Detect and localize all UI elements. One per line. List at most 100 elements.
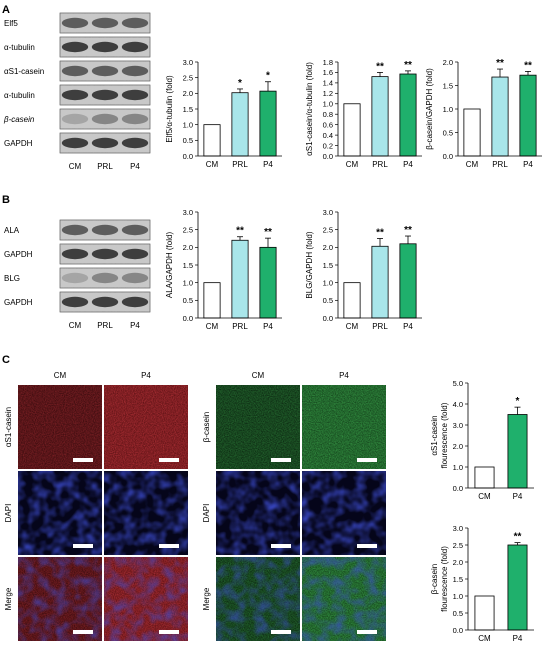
significance-marker: **	[496, 58, 504, 69]
blot-band	[91, 113, 119, 125]
y-tick-label: 0.5	[183, 136, 193, 145]
x-tick-label: PRL	[372, 160, 388, 169]
bar-cm	[343, 103, 361, 157]
y-tick-label: 2.0	[183, 243, 193, 252]
bar-p4	[399, 243, 417, 319]
chart-bcas: 0.0 0.5 1.0 1.5 2.0 CM ** PRL ** P4 β-casein/GAPDH…	[425, 58, 542, 169]
blot-strip	[59, 60, 151, 82]
x-tick-label: CM	[466, 160, 479, 169]
bar-prl	[491, 76, 509, 157]
blot-band	[121, 296, 149, 308]
bar-prl	[231, 239, 249, 319]
y-tick-label: 1.6	[323, 68, 333, 77]
blot-band	[61, 65, 89, 77]
micro-col-label: P4	[339, 371, 349, 380]
y-tick-label: 1.0	[323, 100, 333, 109]
bar-prl	[371, 76, 389, 157]
blot-band	[121, 137, 149, 149]
y-tick-label: 0.0	[443, 152, 453, 161]
bar-p4	[399, 73, 417, 157]
blot-band	[61, 89, 89, 101]
y-tick-label: 0.5	[453, 609, 463, 618]
y-tick-label: 0.0	[183, 152, 193, 161]
scale-bar	[357, 544, 377, 548]
blot-strip	[59, 132, 151, 154]
x-tick-label: P4	[263, 160, 273, 169]
bar-cm	[474, 595, 495, 631]
y-tick-label: 0.4	[323, 131, 333, 140]
scale-bar	[73, 458, 93, 462]
panel-letter-b: B	[2, 194, 10, 206]
micro-image	[104, 385, 188, 469]
blot-label: β-casein	[3, 115, 35, 124]
blot-band	[91, 65, 119, 77]
scale-bar	[73, 630, 93, 634]
scale-bar	[73, 544, 93, 548]
blot-label: GAPDH	[4, 298, 33, 307]
blot-lane-label: P4	[130, 162, 140, 171]
blot-band	[121, 113, 149, 125]
y-tick-label: 0.0	[453, 626, 463, 635]
blot-strip	[59, 291, 151, 313]
blot-label: α-tubulin	[4, 91, 35, 100]
chart-ala: 0.0 0.5 1.0 1.5 2.0 2.5 3.0 CM ** PRL ** P4 ALA/GAPD…	[165, 208, 282, 331]
y-tick-label: 1.0	[183, 120, 193, 129]
x-tick-label: P4	[513, 634, 523, 643]
micro-image	[18, 471, 102, 555]
micro-row-label: DAPI	[4, 504, 13, 523]
blot-label: αS1-casein	[4, 67, 44, 76]
blot-band	[61, 41, 89, 53]
scale-bar	[357, 630, 377, 634]
bar-p4	[259, 90, 277, 157]
x-tick-label: P4	[523, 160, 533, 169]
blot-lane-label: P4	[130, 321, 140, 330]
x-tick-label: PRL	[232, 322, 248, 331]
x-tick-label: P4	[403, 160, 413, 169]
micro-row-label: β-casein	[202, 412, 211, 442]
x-tick-label: CM	[478, 634, 491, 643]
blot-band	[121, 41, 149, 53]
micro-col-label: CM	[54, 371, 67, 380]
blot-band	[61, 296, 89, 308]
blot-strip	[59, 36, 151, 58]
bar-p4	[259, 246, 277, 319]
y-tick-label: 0.2	[323, 141, 333, 150]
y-tick-label: 0.5	[323, 296, 333, 305]
y-tick-label: 1.5	[323, 261, 333, 270]
blot-band	[61, 17, 89, 29]
blot-strip	[59, 267, 151, 289]
micro-row-label: αS1-casein	[4, 407, 13, 447]
blot-label: GAPDH	[4, 139, 33, 148]
y-tick-label: 2.5	[183, 225, 193, 234]
x-tick-label: PRL	[232, 160, 248, 169]
y-tick-label: 0.6	[323, 120, 333, 129]
y-tick-label: 0.0	[453, 484, 463, 493]
bar-p4	[507, 544, 528, 631]
x-tick-label: PRL	[372, 322, 388, 331]
micro-image	[216, 557, 300, 641]
blot-band	[91, 137, 119, 149]
scale-bar	[357, 458, 377, 462]
y-tick-label: 1.5	[183, 261, 193, 270]
blot-strip	[59, 84, 151, 106]
blot-band	[91, 41, 119, 53]
blot-band	[121, 89, 149, 101]
blot-label: α-tubulin	[4, 43, 35, 52]
y-tick-label: 1.8	[323, 58, 333, 67]
x-tick-label: CM	[346, 160, 359, 169]
y-tick-label: 0.0	[183, 314, 193, 323]
blot-lane-label: CM	[69, 321, 82, 330]
y-tick-label: 4.0	[453, 400, 463, 409]
x-tick-label: CM	[206, 322, 219, 331]
chart-elf5: 0.0 0.5 1.0 1.5 2.0 2.5 3.0 CM * PRL * P4 Elf5/α-tub…	[165, 58, 282, 169]
bar-charts: 0.0 0.5 1.0 1.5 2.0 2.5 3.0 CM * PRL * P4 Elf5/α-tub…	[165, 58, 542, 643]
y-tick-label: 2.5	[183, 73, 193, 82]
y-tick-label: 1.4	[323, 79, 333, 88]
scale-bar	[159, 458, 179, 462]
micro-image	[216, 471, 300, 555]
y-tick-label: 2.5	[453, 541, 463, 550]
y-tick-label: 2.0	[323, 243, 333, 252]
panel-letter-a: A	[2, 4, 10, 16]
significance-marker: **	[404, 225, 412, 236]
